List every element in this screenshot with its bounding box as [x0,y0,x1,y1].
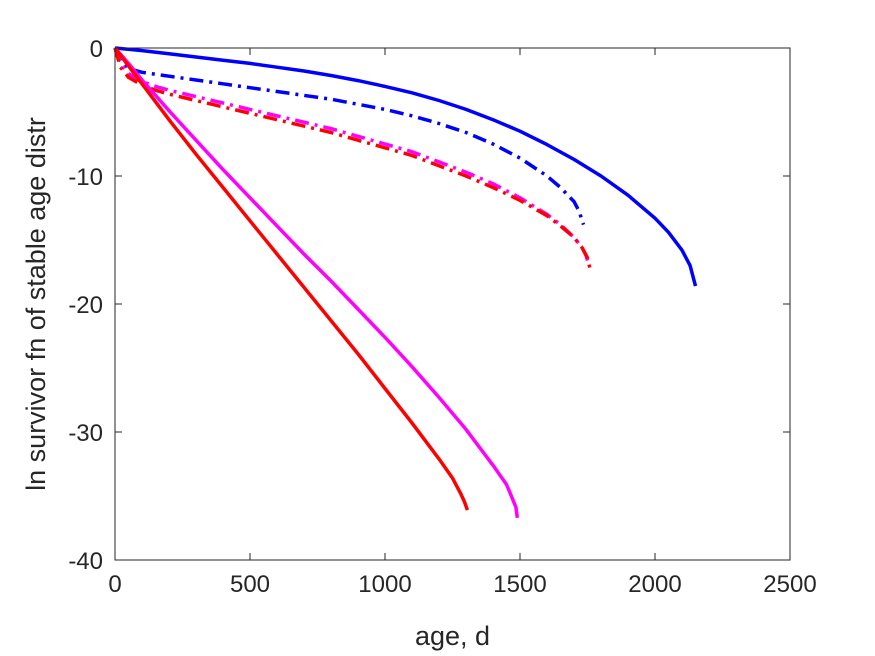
y-tick-label: -40 [68,548,103,575]
x-tick-label: 0 [108,571,121,598]
y-tick-label: 0 [90,36,103,63]
axis-ticks: 0 500 1000 1500 2000 2500 0 -10 -20 -30 -40 [68,36,816,598]
y-tick-label: -10 [68,164,103,191]
x-tick-label: 2000 [628,571,681,598]
y-tick-label: -20 [68,292,103,319]
series-line-2 [113,47,586,226]
series-line-3 [113,47,591,267]
series-line-1 [114,46,698,287]
x-tick-label: 2500 [763,571,816,598]
y-tick-label: -30 [68,420,103,447]
x-tick-label: 1500 [493,571,546,598]
series-line-5 [113,46,520,519]
series-line-4 [113,47,592,270]
x-tick-label: 500 [230,571,270,598]
y-axis-label: ln survivor fn of stable age distr [21,117,51,491]
x-tick-label: 1000 [358,571,411,598]
series-layer [113,46,698,519]
x-axis-label: age, d [415,621,490,651]
series-line-6 [113,46,470,511]
